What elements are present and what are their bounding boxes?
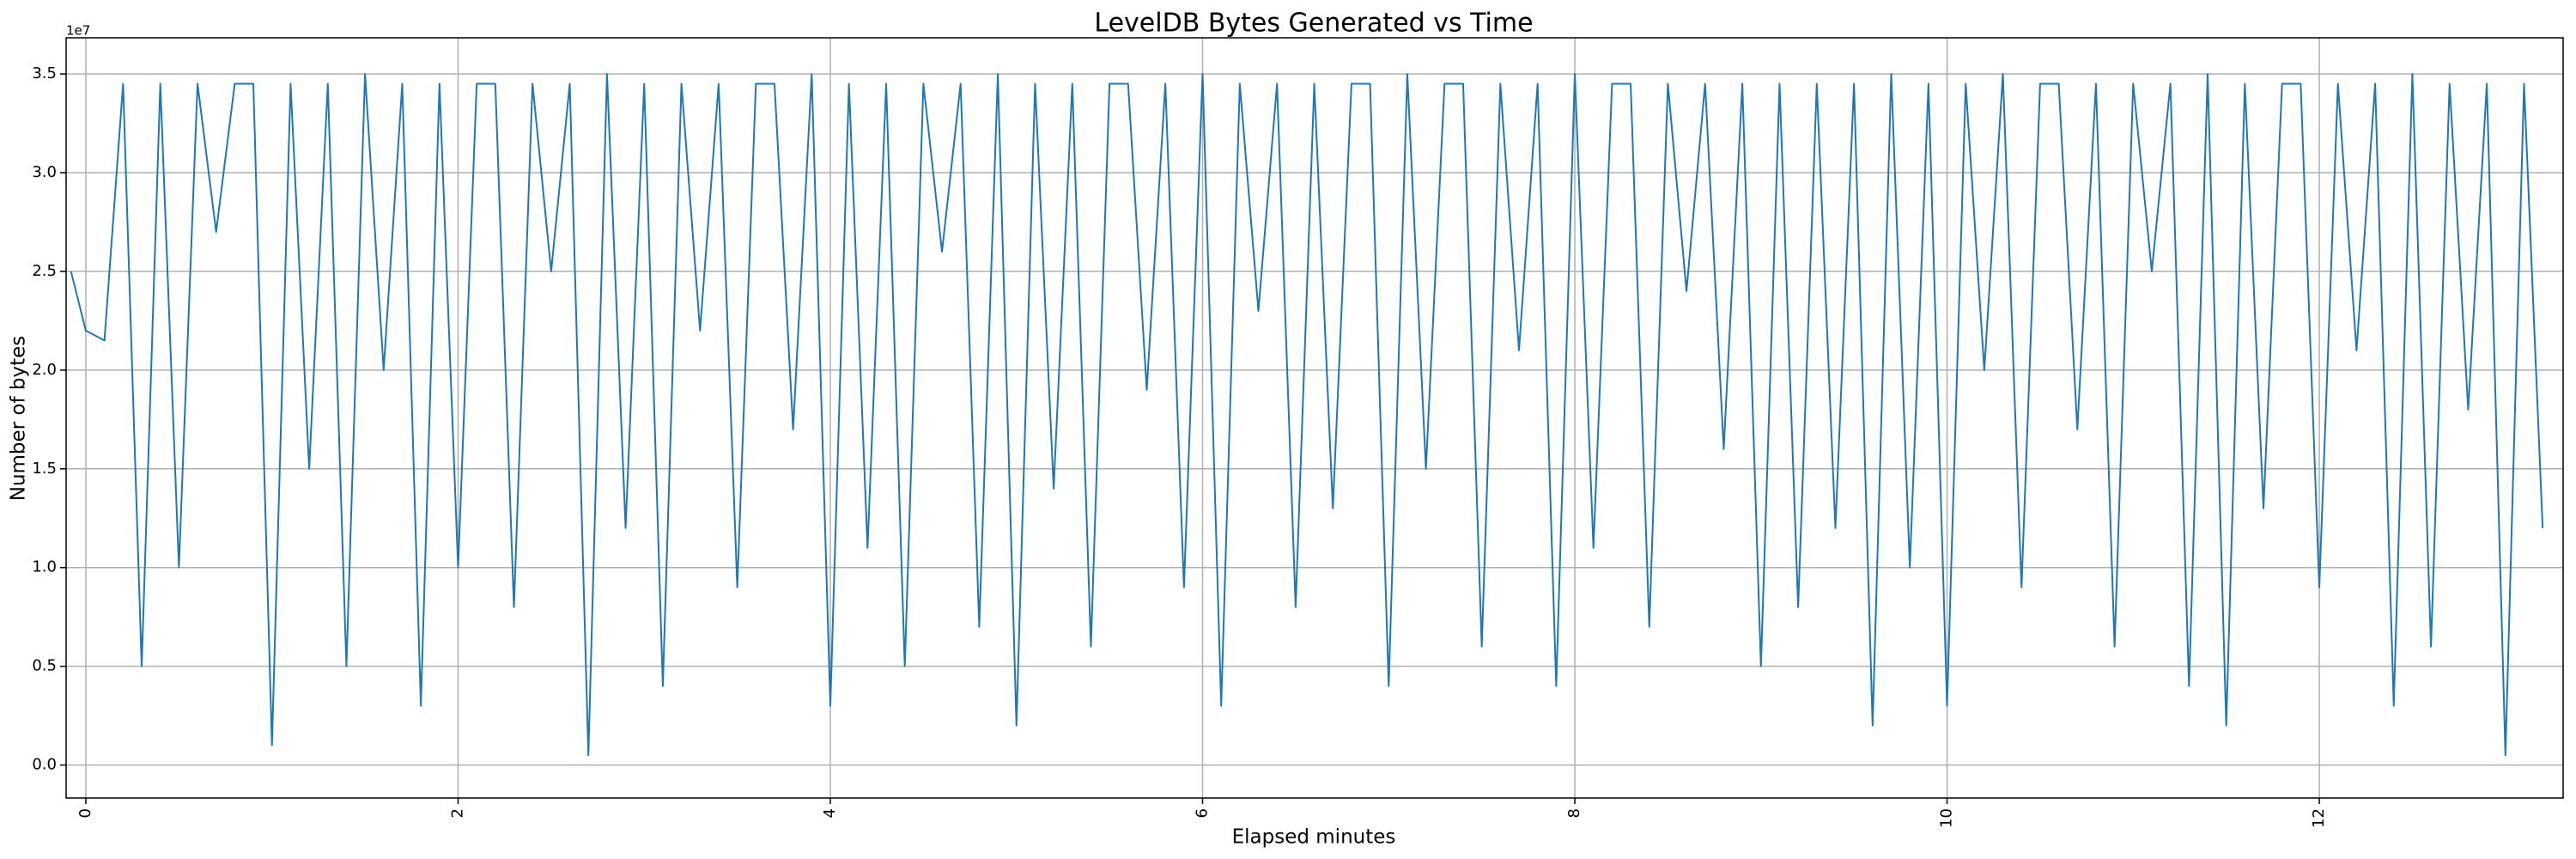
y-tick-label: 3.5 (32, 64, 57, 82)
x-tick-label: 6 (1194, 808, 1212, 818)
chart-title: LevelDB Bytes Generated vs Time (1094, 9, 1533, 39)
data-line (70, 73, 2544, 757)
plot-frame (65, 37, 2564, 799)
x-tick-label: 2 (448, 808, 466, 818)
x-tick-label: 4 (821, 808, 839, 818)
y-tick-label: 3.0 (32, 163, 57, 181)
x-tick-label: 10 (1938, 808, 1956, 828)
y-tick-label: 0.5 (32, 657, 57, 675)
y-tick-label: 2.5 (32, 262, 57, 280)
y-axis-label: Number of bytes (8, 336, 30, 502)
y-tick-label: 1.0 (32, 558, 57, 576)
y-offset-label: 1e7 (66, 23, 90, 39)
x-tick-label: 8 (1565, 808, 1583, 818)
x-tick-label: 0 (76, 808, 94, 818)
y-tick-label: 0.0 (32, 756, 57, 774)
y-tick-label: 1.5 (32, 460, 57, 478)
x-axis-label: Elapsed minutes (1232, 826, 1396, 849)
y-tick-label: 2.0 (32, 361, 57, 379)
x-tick-label: 12 (2310, 808, 2328, 828)
